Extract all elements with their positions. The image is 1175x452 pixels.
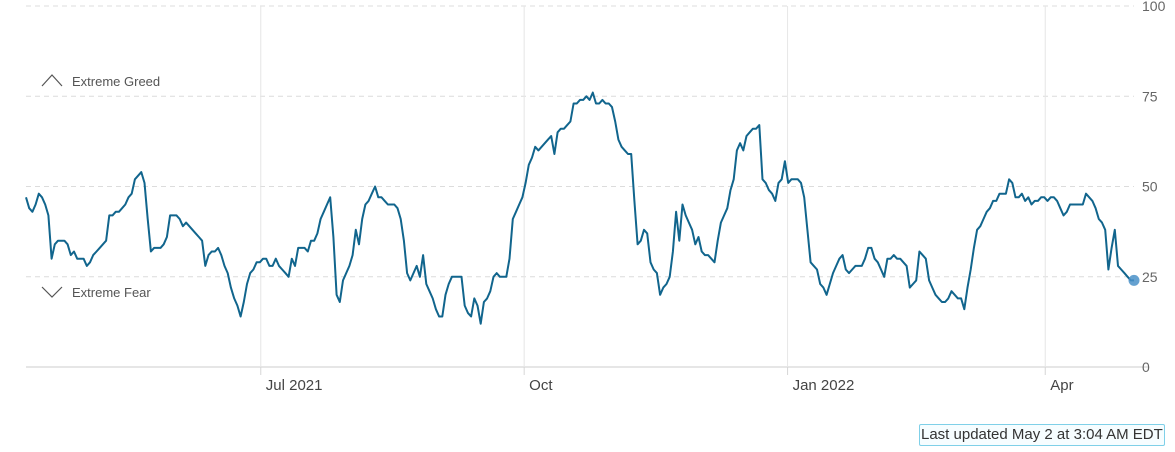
annotation-layer: Extreme Greed Extreme Fear: [41, 74, 160, 300]
extreme-greed-arrow-icon: [41, 74, 63, 87]
extreme-fear-arrow-icon: [41, 286, 63, 298]
x-tick-label: Apr: [1050, 377, 1073, 394]
x-tick-label: Jan 2022: [793, 377, 855, 394]
extreme-fear-label: Extreme Fear: [72, 285, 151, 300]
x-tick-label: Jul 2021: [266, 377, 323, 394]
latest-value-marker[interactable]: [1128, 274, 1140, 286]
y-tick-label: 0: [1142, 359, 1150, 375]
grid-layer: [26, 5, 1148, 375]
y-axis-ticks: 0 25 50 75 100: [1142, 0, 1166, 375]
series-layer: [25, 91, 1140, 325]
y-tick-label: 100: [1142, 0, 1166, 14]
y-tick-label: 50: [1142, 179, 1158, 195]
fear-greed-series-line: [25, 91, 1134, 325]
y-tick-label: 25: [1142, 269, 1158, 285]
y-tick-label: 75: [1142, 88, 1158, 104]
extreme-greed-label: Extreme Greed: [72, 74, 160, 89]
x-tick-label: Oct: [529, 377, 553, 394]
last-updated-badge[interactable]: Last updated May 2 at 3:04 AM EDT: [919, 424, 1165, 446]
x-axis-ticks: Jul 2021 Oct Jan 2022 Apr: [266, 377, 1074, 394]
